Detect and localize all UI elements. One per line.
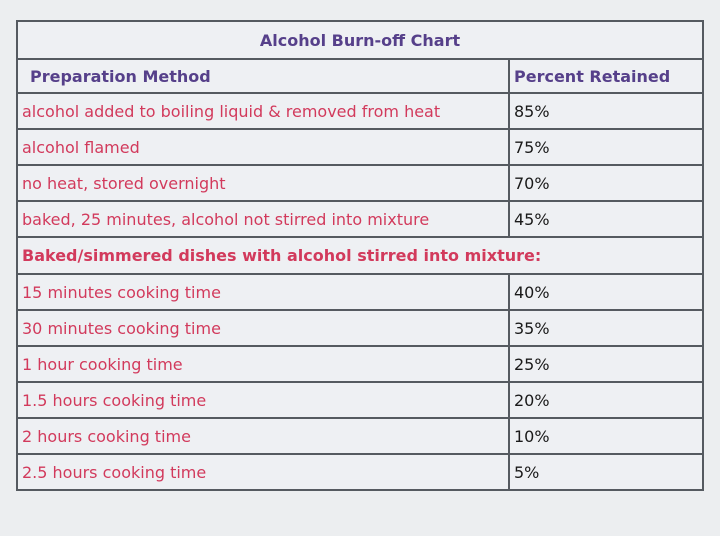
method-cell: 15 minutes cooking time [16, 273, 510, 311]
percent-cell: 40% [508, 273, 704, 311]
burnoff-table: Alcohol Burn-off Chart Preparation Metho… [16, 20, 704, 491]
table-row: baked, 25 minutes, alcohol not stirred i… [16, 200, 704, 238]
method-cell: no heat, stored overnight [16, 164, 510, 202]
percent-cell: 85% [508, 92, 704, 130]
section-title: Baked/simmered dishes with alcohol stirr… [16, 236, 704, 275]
percent-cell: 20% [508, 381, 704, 419]
percent-cell: 45% [508, 200, 704, 238]
section-row: Baked/simmered dishes with alcohol stirr… [16, 236, 704, 275]
table-row: alcohol flamed 75% [16, 128, 704, 166]
method-cell: 1.5 hours cooking time [16, 381, 510, 419]
header-row: Preparation Method Percent Retained [16, 58, 704, 94]
table-row: 30 minutes cooking time 35% [16, 309, 704, 347]
title-row: Alcohol Burn-off Chart [16, 20, 704, 60]
percent-cell: 5% [508, 453, 704, 491]
header-cell: Preparation Method [16, 58, 510, 94]
table-row: alcohol added to boiling liquid & remove… [16, 92, 704, 130]
table-row: 1 hour cooking time 25% [16, 345, 704, 383]
method-cell: 2 hours cooking time [16, 417, 510, 455]
method-cell: alcohol added to boiling liquid & remove… [16, 92, 510, 130]
table-title: Alcohol Burn-off Chart [16, 20, 704, 60]
table-row: 15 minutes cooking time 40% [16, 273, 704, 311]
percent-cell: 70% [508, 164, 704, 202]
header-cell: Percent Retained [508, 58, 704, 94]
table-row: no heat, stored overnight 70% [16, 164, 704, 202]
table-row: 2 hours cooking time 10% [16, 417, 704, 455]
percent-cell: 10% [508, 417, 704, 455]
table-body: Alcohol Burn-off Chart Preparation Metho… [16, 20, 704, 491]
percent-cell: 35% [508, 309, 704, 347]
percent-cell: 75% [508, 128, 704, 166]
method-cell: alcohol flamed [16, 128, 510, 166]
method-cell: 30 minutes cooking time [16, 309, 510, 347]
table-row: 1.5 hours cooking time 20% [16, 381, 704, 419]
method-cell: baked, 25 minutes, alcohol not stirred i… [16, 200, 510, 238]
percent-cell: 25% [508, 345, 704, 383]
method-cell: 2.5 hours cooking time [16, 453, 510, 491]
table-row: 2.5 hours cooking time 5% [16, 453, 704, 491]
method-cell: 1 hour cooking time [16, 345, 510, 383]
